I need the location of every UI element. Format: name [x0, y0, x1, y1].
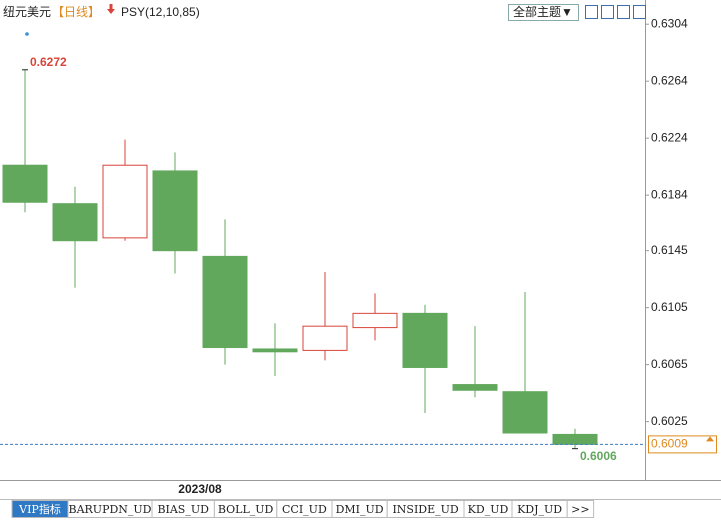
period: 【日线】	[52, 5, 100, 19]
tab-label[interactable]: CCI_UD	[282, 503, 327, 516]
last-price-box	[648, 435, 717, 454]
icon[interactable]	[633, 5, 646, 19]
y-tick-label: 0.6145	[651, 243, 688, 257]
last-price-label: 0.6009	[651, 437, 688, 451]
tab-label[interactable]: >>	[571, 503, 589, 516]
max-label: 0.6272	[30, 55, 67, 69]
candle-body	[502, 391, 548, 434]
tab-label[interactable]: DMI_UD	[336, 503, 384, 516]
candle-body	[552, 433, 598, 445]
y-tick-label: 0.6224	[651, 130, 688, 144]
y-tick-label: 0.6264	[651, 73, 688, 87]
candle-body	[202, 255, 248, 349]
candle-body	[252, 348, 298, 353]
icon[interactable]	[617, 5, 630, 19]
icon[interactable]	[585, 5, 598, 19]
candle-body	[2, 164, 48, 203]
tab-label[interactable]: KD_UD	[468, 503, 509, 516]
x-label: 2023/08	[178, 482, 222, 496]
candle-body	[102, 164, 148, 239]
y-tick-label: 0.6184	[651, 187, 688, 201]
candle-body	[52, 203, 98, 242]
y-tick-label: 0.6105	[651, 300, 688, 314]
symbol: 纽元美元	[3, 5, 51, 19]
marker-dot	[25, 32, 29, 36]
candle-body	[402, 312, 448, 368]
tab-label[interactable]: BIAS_UD	[157, 503, 209, 516]
theme-button-label[interactable]: 全部主题▼	[513, 4, 573, 19]
indicator-icon	[107, 4, 115, 14]
y-tick-label: 0.6065	[651, 357, 688, 371]
min-label: 0.6006	[580, 449, 617, 463]
candle-body	[452, 384, 498, 391]
candle-body	[152, 170, 198, 252]
tab-label[interactable]: VIP指标	[18, 502, 61, 516]
tab-label[interactable]: INSIDE_UD	[392, 503, 458, 516]
icon[interactable]	[601, 5, 614, 19]
indicator: PSY(12,10,85)	[121, 5, 200, 19]
candle-body	[352, 312, 398, 329]
tab-label[interactable]: BARUPDN_UD	[68, 503, 151, 516]
y-tick-label: 0.6304	[651, 16, 688, 30]
tab-label[interactable]: BOLL_UD	[218, 503, 274, 516]
last-price-arrow	[706, 436, 714, 442]
tab-label[interactable]: KDJ_UD	[517, 503, 562, 516]
toolbar-icons[interactable]	[585, 5, 646, 19]
y-tick-label: 0.6025	[651, 414, 688, 428]
theme-button[interactable]	[508, 4, 579, 21]
tab-bar: VIP指标 BARUPDN_UD BIAS_UD BOLL_UD CCI_UD DMI_U…	[11, 500, 595, 518]
candle-body	[302, 325, 348, 351]
